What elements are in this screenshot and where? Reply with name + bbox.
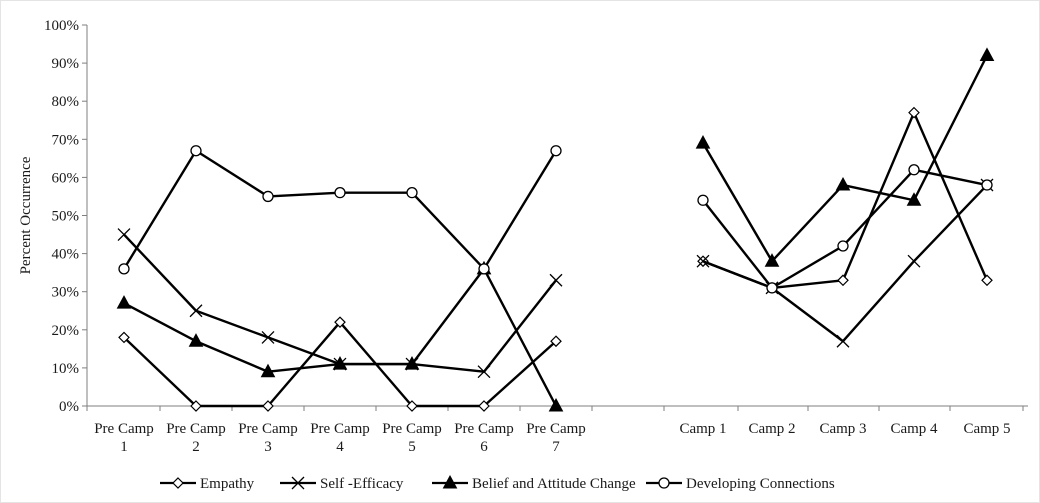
data-point — [262, 190, 274, 203]
y-tick-label: 80% — [52, 94, 80, 110]
y-tick-label: 60% — [52, 170, 80, 186]
y-tick-label: 40% — [52, 247, 80, 263]
data-point — [262, 400, 274, 412]
legend-label: Developing Connections — [686, 476, 835, 492]
data-point — [981, 179, 993, 191]
data-point — [981, 274, 993, 287]
legend-label: Self -Efficacy — [320, 476, 404, 492]
data-point — [548, 397, 564, 412]
y-tick-label: 0% — [59, 399, 79, 415]
x-tick-label: 4 — [336, 439, 344, 455]
legend-item: Empathy — [160, 476, 255, 492]
y-tick-label: 30% — [52, 285, 80, 301]
data-point — [190, 400, 202, 412]
legend-item: Belief and Attitude Change — [432, 474, 636, 492]
legend-marker — [291, 476, 305, 490]
x-tick-label: 7 — [552, 439, 560, 455]
data-point — [118, 331, 130, 344]
x-tick-label: Pre Camp — [382, 421, 442, 437]
x-tick-label: Pre Camp — [94, 421, 154, 437]
data-point — [836, 334, 850, 348]
data-point — [979, 47, 995, 61]
data-point — [332, 356, 348, 370]
x-tick-label: 1 — [120, 439, 128, 455]
x-tick-label: Camp 2 — [748, 421, 795, 437]
y-tick-label: 50% — [52, 209, 80, 225]
x-tick-label: Pre Camp — [526, 421, 586, 437]
legend-item: Developing Connections — [646, 476, 835, 492]
legend-marker — [658, 477, 670, 489]
data-point — [261, 330, 275, 344]
data-point — [908, 164, 920, 176]
data-point — [190, 145, 202, 157]
data-point — [837, 274, 849, 287]
data-point — [695, 135, 711, 149]
x-tick-label: 3 — [264, 439, 272, 455]
data-point — [478, 263, 490, 275]
data-point — [404, 356, 420, 370]
data-point — [550, 335, 562, 348]
x-tick-label: Camp 4 — [890, 421, 938, 437]
x-tick-label: Camp 3 — [819, 421, 866, 437]
y-axis-title: Percent Occurrence — [18, 156, 34, 274]
data-point — [549, 273, 563, 287]
data-point — [189, 304, 203, 318]
series-developing-connections — [118, 145, 993, 294]
legend-label: Empathy — [200, 476, 255, 492]
x-tick-label: Pre Camp — [166, 421, 226, 437]
data-point — [908, 106, 920, 119]
data-point — [906, 192, 922, 206]
x-tick-label: 5 — [408, 439, 416, 455]
series-layer — [116, 47, 995, 412]
x-tick-label: Pre Camp — [454, 421, 514, 437]
data-point — [118, 263, 130, 275]
data-point — [406, 186, 418, 199]
y-tick-label: 20% — [52, 323, 80, 339]
x-tick-label: 2 — [192, 439, 200, 455]
legend-label: Belief and Attitude Change — [472, 476, 636, 492]
data-point — [478, 400, 490, 412]
y-tick-label: 90% — [52, 56, 80, 72]
data-point — [907, 254, 921, 268]
legend-item: Self -Efficacy — [280, 476, 404, 492]
data-point — [334, 186, 346, 199]
data-point — [116, 295, 132, 309]
x-tick-label: Camp 5 — [963, 421, 1010, 437]
data-point — [117, 228, 131, 242]
data-point — [764, 253, 780, 267]
data-point — [188, 333, 204, 347]
x-tick-label: Pre Camp — [310, 421, 370, 437]
y-tick-label: 100% — [44, 18, 79, 34]
data-point — [766, 282, 778, 294]
data-point — [550, 145, 562, 157]
data-point — [406, 400, 418, 412]
data-point — [835, 176, 851, 191]
legend-marker — [172, 477, 184, 489]
x-tick-label: Camp 1 — [679, 421, 726, 437]
axes: 0% 10% 20% 30% 40% 50% 60% 70% 80% 90% 100% Percent… — [18, 18, 1028, 455]
x-tick-label: Pre Camp — [238, 421, 298, 437]
legend-marker — [442, 474, 458, 489]
data-point — [696, 254, 710, 268]
y-tick-label: 10% — [52, 361, 80, 377]
data-point — [697, 194, 709, 206]
y-tick-label: 70% — [52, 132, 80, 148]
data-point — [837, 240, 849, 252]
data-point — [477, 365, 491, 379]
x-tick-label: 6 — [480, 439, 488, 455]
data-point — [334, 316, 346, 329]
data-point — [260, 363, 276, 378]
legend: Empathy Self -Efficacy Belief and Attitude… — [160, 474, 835, 492]
